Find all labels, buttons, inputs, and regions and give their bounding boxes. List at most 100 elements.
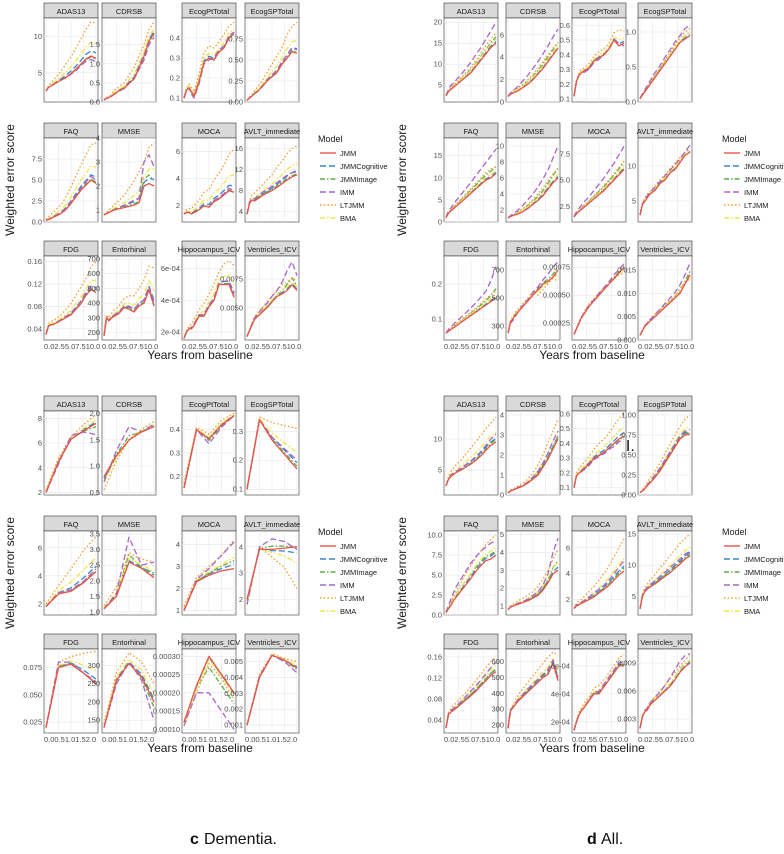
y-tick-label: 0.025 xyxy=(23,718,42,727)
series-line-bma xyxy=(445,38,497,97)
y-tick-label: 1.0 xyxy=(626,28,636,37)
facet-title: Ventricles_ICV xyxy=(247,638,296,647)
series-line-imm xyxy=(246,171,298,215)
y-tick-label: 0.0 xyxy=(626,98,636,107)
y-tick-label: 0.04 xyxy=(27,324,42,333)
facet-panel: ADAS13 5 10 15 20 xyxy=(434,2,499,103)
series-line-jmm xyxy=(445,297,497,334)
y-tick-label: 2 xyxy=(38,488,42,497)
facet-panel: Entorhinal 200 300 400 500 600 0.02.55.07.510.… xyxy=(491,633,562,744)
y-tick-label: 500 xyxy=(491,673,504,682)
facet-panel: AVLT_immediate 5 10 xyxy=(628,122,693,223)
legend-label-jmm: JMM xyxy=(340,149,356,158)
facet-title: FDG xyxy=(63,245,79,254)
y-axis-label: Weighted error score xyxy=(395,517,409,629)
series-line-imm xyxy=(103,536,155,610)
series-line-jmm xyxy=(246,546,298,600)
facet-panel: FAQ 0.0 2.5 5.0 7.5 xyxy=(32,122,99,227)
series-line-ltjmm xyxy=(573,160,625,218)
series-line-ltjmm xyxy=(183,412,235,484)
series-line-jmm xyxy=(639,151,691,216)
y-tick-label: 5 xyxy=(500,530,504,539)
y-tick-label: 20 xyxy=(434,18,442,27)
series-line-imm xyxy=(183,692,235,730)
y-tick-label: 2.0 xyxy=(90,576,100,585)
facet-panel: MOCA 2 4 6 xyxy=(176,122,237,223)
series-line-jmm xyxy=(639,662,691,729)
y-tick-label: 0.0050 xyxy=(220,303,243,312)
y-tick-label: 0.3 xyxy=(560,65,570,74)
y-tick-label: 0.006 xyxy=(617,687,636,696)
facet-title: EcogSPTotal xyxy=(644,7,687,16)
y-tick-label: 0.4 xyxy=(170,425,180,434)
series-line-jmm xyxy=(183,283,235,339)
y-tick-label: 5 xyxy=(438,195,442,204)
series-line-bma xyxy=(103,28,155,101)
y-tick-label: 10 xyxy=(434,60,442,69)
x-tick-label: 0.02.55.07.510.0 xyxy=(506,342,562,351)
y-tick-label: 300 xyxy=(87,313,100,322)
caption-d: d All. xyxy=(587,831,623,848)
y-tick-label: 0.4 xyxy=(170,34,180,43)
facet-panel: ADAS13 5 10 xyxy=(34,2,99,103)
series-line-imm xyxy=(639,144,691,216)
y-tick-label: 10 xyxy=(434,435,442,444)
x-axis-label: Years from baseline xyxy=(539,348,645,362)
y-tick-label: 250 xyxy=(87,679,100,688)
y-tick-label: 15 xyxy=(628,530,636,539)
series-line-imm xyxy=(639,24,691,99)
series-line-ltjmm xyxy=(246,653,298,726)
y-tick-label: 600 xyxy=(491,657,504,666)
y-tick-label: 0.003 xyxy=(617,715,636,724)
y-tick-label: 0.08 xyxy=(27,302,42,311)
facet-title: Ventricles_ICV xyxy=(640,245,689,254)
y-tick-label: 3 xyxy=(176,562,180,571)
x-tick-label: 0.02.55.07.510.0 xyxy=(572,342,628,351)
y-tick-label: 10 xyxy=(34,32,42,41)
facet-title: EcogPtTotal xyxy=(189,400,229,409)
facet-panel: ADAS13 5 10 xyxy=(434,395,499,496)
facet-title: Hippocampus_ICV xyxy=(568,245,631,254)
y-tick-label: 4 xyxy=(176,174,180,183)
facet-title: AVLT_immediate xyxy=(244,127,300,136)
y-tick-label: 16 xyxy=(235,144,243,153)
y-tick-label: 2 xyxy=(500,75,504,84)
x-axis-label: Years from baseline xyxy=(147,741,253,755)
series-line-jmm xyxy=(573,570,625,609)
series-line-ltjmm xyxy=(445,32,497,96)
y-tick-label: 2 xyxy=(176,201,180,210)
series-line-bma xyxy=(183,556,235,610)
y-tick-label: 4 xyxy=(500,53,504,62)
y-tick-label: 0.00050 xyxy=(543,291,570,300)
y-tick-label: 2 xyxy=(176,584,180,593)
y-tick-label: 2 xyxy=(38,599,42,608)
legend-title: Model xyxy=(318,134,343,144)
y-tick-label: 6 xyxy=(38,439,42,448)
y-tick-label: 2 xyxy=(500,584,504,593)
series-line-ltjmm xyxy=(45,414,97,491)
legend-label-jmmimage: JMMImage xyxy=(340,568,377,577)
subfigure-a: ADAS13 5 10 CDRSB 0.0 0.5 1.0 1.5 EcogPtTotal 0.1… xyxy=(3,2,388,362)
y-tick-label: 0.0 xyxy=(432,611,442,620)
facet-title: Entorhinal xyxy=(112,638,146,647)
series-line-bma xyxy=(445,546,497,613)
facet-panel: MOCA 1 2 3 4 xyxy=(176,515,237,616)
series-line-ltjmm xyxy=(507,277,559,334)
y-tick-label: 0.5 xyxy=(560,424,570,433)
facet-panel: MMSE 1 2 3 4 xyxy=(96,122,157,223)
y-tick-label: 2.5 xyxy=(90,561,100,570)
facet-panel: MMSE 1 2 3 4 5 xyxy=(500,515,561,616)
facet-title: MMSE xyxy=(118,127,141,136)
y-tick-label: 0.50 xyxy=(621,451,636,460)
series-line-jmm xyxy=(103,662,155,728)
y-tick-label: 4 xyxy=(500,411,504,420)
y-tick-label: 3 xyxy=(96,158,100,167)
y-tick-label: 0.00020 xyxy=(153,688,180,697)
y-tick-label: 0.2 xyxy=(170,472,180,481)
series-line-jmm xyxy=(45,288,97,335)
y-tick-label: 2e-04 xyxy=(551,717,570,726)
y-tick-label: 6 xyxy=(176,147,180,156)
series-line-bma xyxy=(183,174,235,215)
series-line-ltjmm xyxy=(45,21,97,92)
series-line-jmm xyxy=(183,190,235,215)
